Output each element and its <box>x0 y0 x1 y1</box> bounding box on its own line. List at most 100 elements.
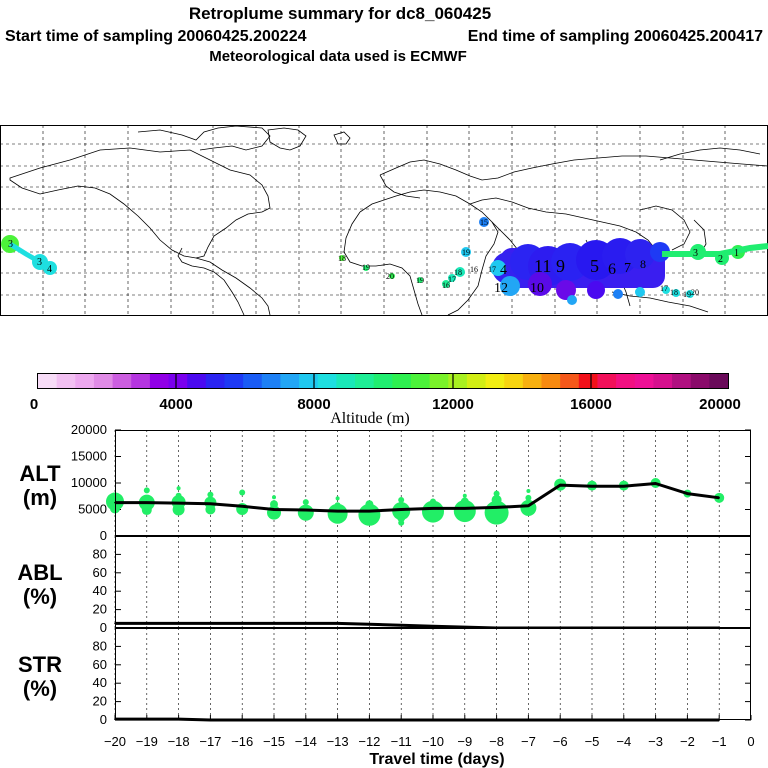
map-label: 18 <box>454 268 462 277</box>
x-tick-label: 0 <box>747 734 754 749</box>
plume-blob <box>686 290 694 298</box>
figure-title: Retroplume summary for dc8_060425 <box>189 4 491 23</box>
plume-blob <box>613 289 623 299</box>
colorbar-cell <box>317 374 337 388</box>
y-tick-label: 60 <box>93 565 107 580</box>
x-tick-label: −6 <box>553 734 568 749</box>
plume-track <box>662 243 768 257</box>
altitude-bubble <box>365 500 374 509</box>
y-tick-label: 0 <box>100 620 107 635</box>
x-tick-label: −9 <box>457 734 472 749</box>
colorbar-cell <box>224 374 244 388</box>
plume-track <box>8 241 54 273</box>
map-label: 3 <box>8 239 13 250</box>
colorbar-cell <box>75 374 95 388</box>
plume-blob <box>417 277 423 283</box>
map-label: 17 <box>488 265 496 274</box>
colorbar-cell <box>299 374 319 388</box>
plume-blob <box>363 265 369 271</box>
plume-blob <box>556 280 576 300</box>
altitude-bubble <box>493 490 500 497</box>
altitude-bubble <box>239 489 246 496</box>
panel-frame <box>115 536 751 628</box>
panel-label: ABL <box>17 560 62 585</box>
altitude-bubble <box>462 493 467 498</box>
data-point <box>305 622 307 625</box>
data-point <box>464 507 466 510</box>
map-label: 19 <box>462 248 470 257</box>
x-axis: −20 −19 −18 −17 −16 −15 −14 −13 −12 −11 −10 −9 −8 −7−… <box>104 715 755 749</box>
colorbar-cell <box>541 374 561 388</box>
y-tick-label: 80 <box>93 638 107 653</box>
x-tick-label: −10 <box>422 734 444 749</box>
altitude-bubble <box>398 496 405 503</box>
colorbar-cells <box>38 374 729 388</box>
altitude-bubble <box>430 498 436 505</box>
colorbar-cell <box>578 374 599 388</box>
data-point <box>209 622 212 625</box>
colorbar-cell <box>205 374 226 388</box>
y-tick-label: 15000 <box>71 449 107 464</box>
map-label: 19 <box>416 276 424 285</box>
colorbar-cell <box>373 374 393 388</box>
map-coastlines <box>9 125 768 316</box>
data-point <box>495 506 498 509</box>
colorbar-cell <box>690 374 710 388</box>
map-label: 1 <box>734 248 739 259</box>
map-label: 4 <box>500 263 507 278</box>
panel-str: 0 20 40 60 80 STR(%) <box>18 628 751 727</box>
map-label: 12 <box>494 281 508 296</box>
plume-blob <box>528 272 552 296</box>
map-label: 16 <box>470 265 478 274</box>
plume-blob <box>587 281 605 299</box>
altitude-bubble <box>453 500 476 523</box>
y-tick-label: 10000 <box>71 475 107 490</box>
data-point <box>336 622 339 625</box>
plume-blob <box>500 276 520 296</box>
data-point <box>305 509 307 511</box>
colorbar-dividers <box>175 373 592 389</box>
map-label: 10 <box>530 281 544 296</box>
colorbar-cell <box>56 374 76 388</box>
x-tick-label: −16 <box>231 734 253 749</box>
data-point <box>400 508 403 511</box>
data-point <box>368 623 371 626</box>
data-point <box>336 510 339 512</box>
plume-blob <box>389 273 395 279</box>
data-point <box>273 508 275 511</box>
colorbar-cell <box>597 374 617 388</box>
altitude-bubble <box>525 494 532 501</box>
colorbar-cell <box>522 374 543 388</box>
colorbar-cell <box>355 374 375 388</box>
data-point <box>718 497 720 499</box>
map-label: 18 <box>670 288 678 297</box>
data-point <box>241 622 243 625</box>
colorbar-cell <box>672 374 692 388</box>
colorbar-cell <box>168 374 188 388</box>
data-point <box>177 622 180 625</box>
panel-label: ALT <box>19 461 61 486</box>
map-label: 2 <box>718 254 723 265</box>
colorbar-cell <box>336 374 356 388</box>
panel-alt: 0 5000 10000 15000 20000 ALT(m) <box>19 422 751 543</box>
data-point <box>686 492 689 495</box>
altitude-bubble <box>398 519 405 526</box>
data-point <box>527 504 530 507</box>
map-label: 3 <box>693 248 698 259</box>
colorbar: 0 4000 8000 12000 16000 20000 Altitude (… <box>30 373 741 427</box>
x-tick-label: −8 <box>489 734 504 749</box>
plume-blob <box>625 239 655 269</box>
map-label: 17 <box>660 284 668 293</box>
plume-blob <box>672 289 680 297</box>
altitude-bubble <box>460 497 469 506</box>
x-tick-label: −20 <box>104 734 126 749</box>
map-label: 18 <box>338 254 346 263</box>
colorbar-tick: 8000 <box>297 396 330 413</box>
colorbar-cell <box>280 374 300 388</box>
map-label: 11 <box>534 256 551 276</box>
plume-blob <box>490 260 506 276</box>
altitude-bubble <box>172 503 185 516</box>
y-tick-label: 60 <box>93 657 107 672</box>
colorbar-cell <box>634 374 655 388</box>
